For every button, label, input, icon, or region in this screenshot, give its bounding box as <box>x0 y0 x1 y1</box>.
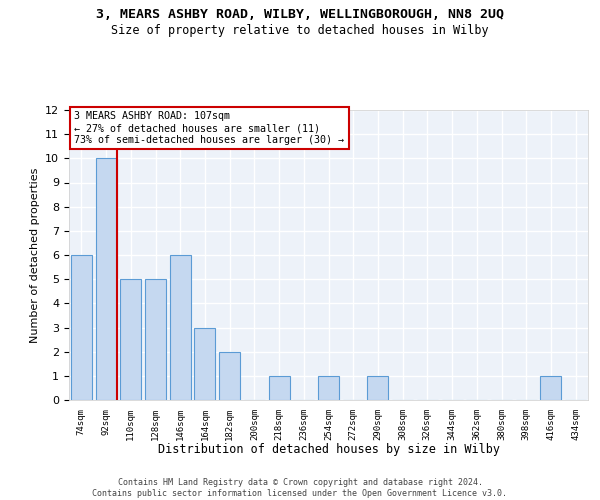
Text: Contains HM Land Registry data © Crown copyright and database right 2024.
Contai: Contains HM Land Registry data © Crown c… <box>92 478 508 498</box>
Bar <box>367 376 388 400</box>
Text: 3, MEARS ASHBY ROAD, WILBY, WELLINGBOROUGH, NN8 2UQ: 3, MEARS ASHBY ROAD, WILBY, WELLINGBOROU… <box>96 8 504 20</box>
Bar <box>170 255 191 400</box>
Bar <box>120 279 141 400</box>
Bar <box>269 376 290 400</box>
Bar <box>219 352 240 400</box>
Text: Size of property relative to detached houses in Wilby: Size of property relative to detached ho… <box>111 24 489 37</box>
Bar <box>194 328 215 400</box>
Bar <box>541 376 562 400</box>
Text: 3 MEARS ASHBY ROAD: 107sqm
← 27% of detached houses are smaller (11)
73% of semi: 3 MEARS ASHBY ROAD: 107sqm ← 27% of deta… <box>74 112 344 144</box>
Bar <box>145 279 166 400</box>
Bar <box>318 376 339 400</box>
Bar <box>71 255 92 400</box>
Y-axis label: Number of detached properties: Number of detached properties <box>29 168 40 342</box>
Bar <box>95 158 116 400</box>
Text: Distribution of detached houses by size in Wilby: Distribution of detached houses by size … <box>158 442 500 456</box>
